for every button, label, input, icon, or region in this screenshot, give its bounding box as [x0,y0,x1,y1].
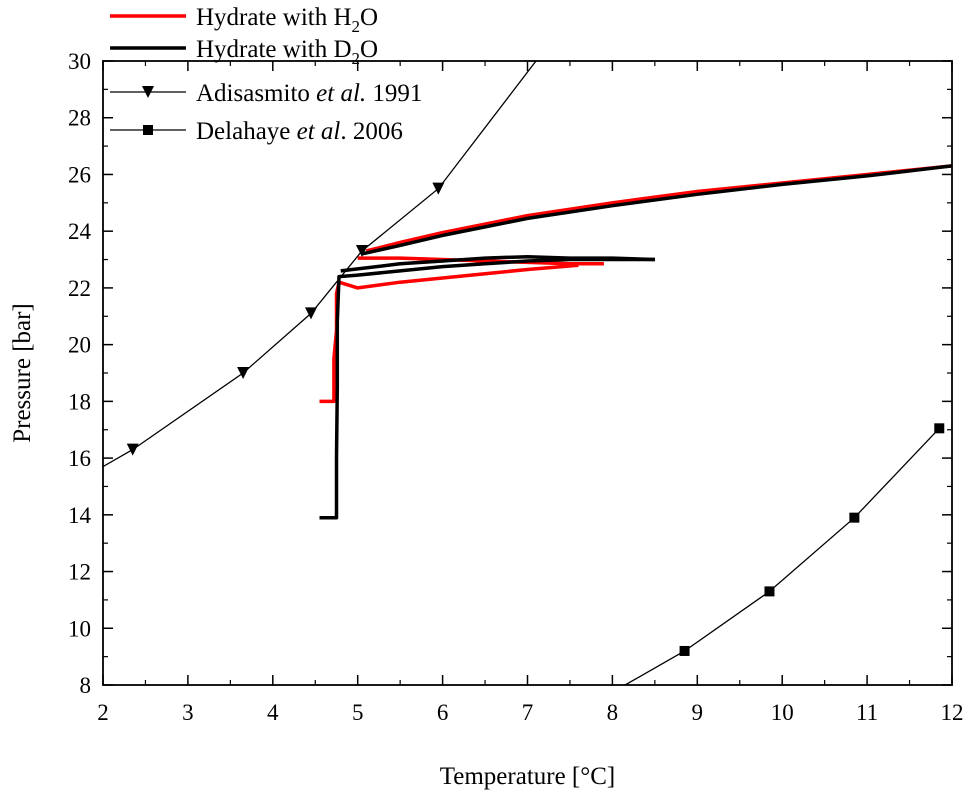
series-delahaye [624,423,945,685]
series-line-h2o [319,263,579,404]
legend-etal: et al [297,118,341,145]
x-tick-label: 7 [522,700,534,725]
data-point-adisasmito [355,245,368,258]
series-line-d2o [340,254,655,273]
y-tick-label: 10 [68,616,91,641]
x-tick-label: 10 [771,700,794,725]
y-tick-label: 30 [68,49,91,74]
y-tick-label: 8 [80,673,92,698]
x-tick-label: 9 [692,700,704,725]
legend-author: Delahaye [196,118,297,145]
data-point-delahaye [764,586,775,597]
legend-subscript: 2 [352,49,361,68]
legend-etal: et al. [316,80,366,107]
data-point-adisasmito [305,307,318,320]
x-tick-label: 5 [352,700,364,725]
legend-text-tail: O [360,36,378,63]
y-tick-label: 18 [68,389,91,414]
legend-label-d2o: Hydrate with D2O [196,36,378,68]
y-tick-label: 20 [68,333,91,358]
y-tick-label: 28 [68,106,91,131]
x-tick-label: 4 [267,700,279,725]
data-point-adisasmito [237,367,250,379]
series-d2o [319,164,952,520]
x-tick-label: 8 [607,700,619,725]
legend-marker-delahaye [143,125,153,135]
legend-text-main: Hydrate with H [196,4,352,31]
x-tick-label: 2 [97,700,109,725]
legend-label-h2o: Hydrate with H2O [196,4,378,36]
series-line-delahaye [624,427,940,685]
data-point-delahaye [679,645,690,656]
legend-label-adisasmito: Adisasmito et al. 1991 [196,80,422,107]
legend-year: . 2006 [340,118,403,145]
series-line-d2o [319,257,655,520]
series-line-h2o [357,256,604,266]
series-adisasmito [103,61,537,468]
y-axis-title: Pressure [bar] [9,303,36,443]
y-tick-label: 22 [68,276,91,301]
y-tick-label: 24 [68,219,92,244]
legend-subscript: 2 [352,17,361,36]
data-point-adisasmito [126,443,139,456]
legend-label-delahaye: Delahaye et al. 2006 [196,118,403,145]
series-line-d2o [361,164,952,256]
y-tick-label: 12 [68,560,91,585]
plot-frame [102,60,953,686]
x-axis-title: Temperature [°C] [440,763,616,790]
legend-text-main: Hydrate with D [196,36,352,63]
x-tick-label: 3 [182,700,194,725]
y-tick-label: 14 [68,503,92,528]
data-point-delahaye [934,423,945,434]
x-tick-label: 12 [941,700,964,725]
legend-text-tail: O [360,4,378,31]
legend-author: Adisasmito [196,80,316,107]
x-tick-label: 6 [437,700,449,725]
x-tick-label: 11 [856,700,878,725]
y-tick-label: 26 [68,162,91,187]
series-line-h2o [365,164,952,253]
legend-marker-adisasmito [142,86,154,98]
data-point-adisasmito [432,182,445,195]
series-layer [103,61,952,685]
y-tick-label: 16 [68,446,91,471]
legend-year: 1991 [366,80,422,107]
data-point-delahaye [849,512,860,523]
axes: 2 3 4 5 6 7 8 9 10 11 12 8 10 12 14 16 18 20 22 24 26 28 30 [68,49,964,725]
